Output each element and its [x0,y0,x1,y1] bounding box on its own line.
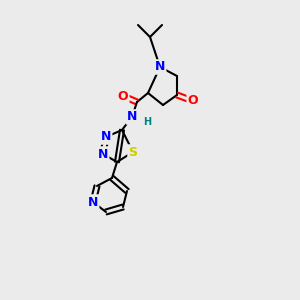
Text: N: N [127,110,137,124]
Text: O: O [118,89,128,103]
Text: O: O [188,94,198,107]
Text: N: N [98,148,108,160]
Text: N: N [88,196,98,208]
Text: H: H [143,117,151,127]
Text: S: S [128,146,137,158]
Text: N: N [101,130,111,143]
Text: N: N [155,61,165,74]
